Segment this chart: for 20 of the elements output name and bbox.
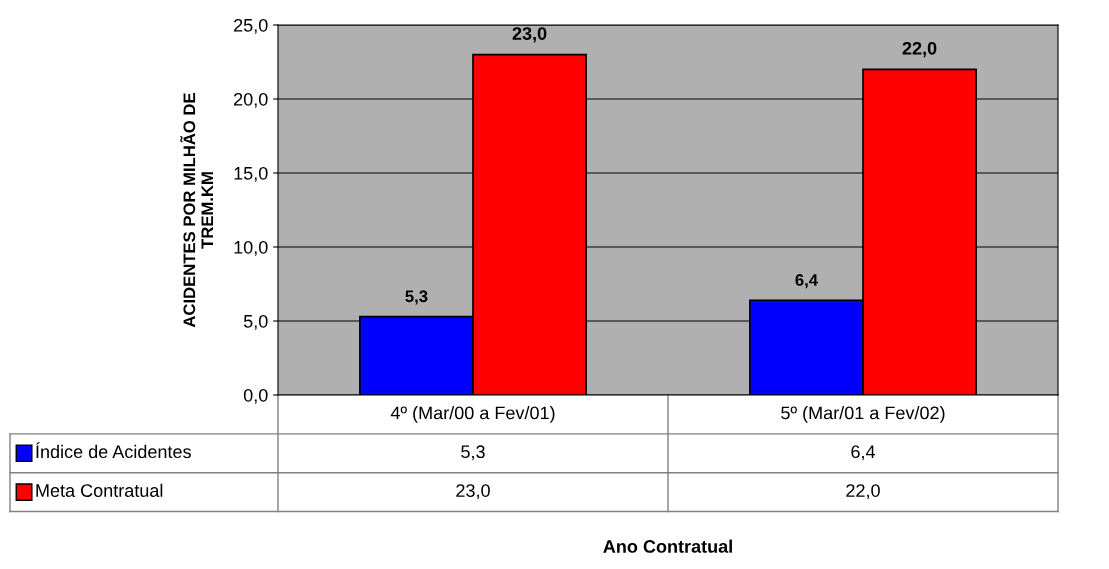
legend-label: Meta Contratual <box>36 483 163 497</box>
text: 23,0 <box>512 27 547 43</box>
text: 5,3 <box>405 290 428 305</box>
y-tick-label: 10,0 <box>234 240 268 256</box>
x-tick-label: 5º (Mar/01 a Fev/02) <box>781 406 945 423</box>
y-tick-label: 0,0 <box>243 388 268 404</box>
data-label: 5,3 <box>461 445 485 461</box>
y-tick-label: 25,0 <box>234 18 268 34</box>
x-tick-label: 4º (Mar/00 a Fev/01) <box>390 406 555 423</box>
y-axis-title: ACIDENTES POR MILHÃO DE TREM.KM <box>180 93 214 328</box>
y-tick-label: 15,0 <box>234 166 268 182</box>
data-label: 22,0 <box>846 484 880 500</box>
data-label: 6,4 <box>851 445 876 461</box>
data-label: 23,0 <box>456 484 490 500</box>
text: Ano Contratual <box>603 539 732 553</box>
y-tick-label: 5,0 <box>243 314 268 330</box>
legend-label: Índice de Acidentes <box>36 442 191 459</box>
text: 22,0 <box>902 41 937 58</box>
y-tick-label: 20,0 <box>234 92 268 108</box>
text: 6,4 <box>795 274 818 289</box>
